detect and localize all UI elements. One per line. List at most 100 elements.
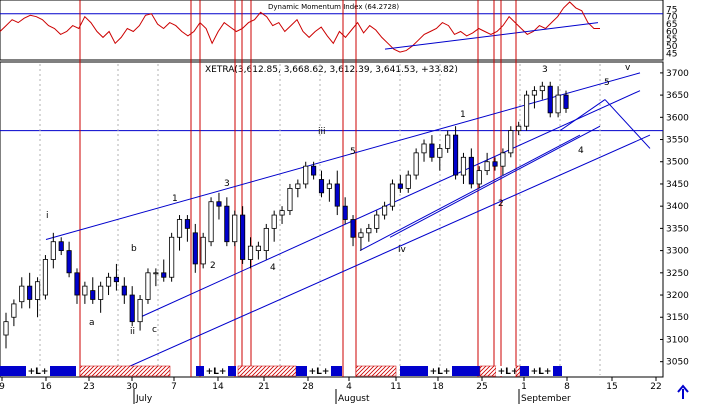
wave-label: 5 xyxy=(604,78,610,88)
candle-body xyxy=(240,214,246,260)
wave-label: ii xyxy=(130,327,135,337)
wave-label: iii xyxy=(318,127,326,137)
candle-body xyxy=(50,241,56,260)
candle xyxy=(476,166,482,189)
x-tick-label: 25 xyxy=(476,382,487,392)
indicator-series xyxy=(0,1,663,53)
candle xyxy=(121,277,127,304)
candle xyxy=(287,183,293,216)
wave-label: 2 xyxy=(498,199,504,209)
candle-body xyxy=(303,165,309,185)
candle xyxy=(98,281,104,313)
candle xyxy=(208,197,214,247)
candle-body xyxy=(192,232,198,265)
candle-body xyxy=(563,94,569,109)
candle-body xyxy=(200,236,206,265)
candle xyxy=(389,179,396,211)
trendline xyxy=(45,72,641,240)
x-tick-label: 7 xyxy=(171,382,177,392)
price-tick-label: 3650 xyxy=(666,91,689,101)
candle-body xyxy=(27,285,33,300)
candle-body xyxy=(492,161,498,167)
candle xyxy=(105,272,112,296)
regime-label-box xyxy=(307,366,331,376)
candle xyxy=(405,170,411,193)
candle-body xyxy=(429,143,435,158)
trendline xyxy=(359,134,581,252)
month-label: September xyxy=(521,394,571,404)
candle-body xyxy=(255,245,261,252)
candle xyxy=(216,192,222,220)
candle-body xyxy=(145,272,151,300)
candle xyxy=(279,206,285,224)
candle-body xyxy=(247,245,254,260)
x-tick-label: 28 xyxy=(302,382,314,392)
x-tick-label: 23 xyxy=(83,382,94,392)
candle-body xyxy=(476,170,482,185)
price-title: XETRA(3,612.85, 3,668.62, 3,612.39, 3,64… xyxy=(205,65,458,75)
candle-body xyxy=(460,156,467,176)
candle xyxy=(453,126,459,180)
scroll-up-arrow-icon[interactable] xyxy=(677,384,689,399)
candle xyxy=(161,259,167,282)
indicator-tick-label: 55 xyxy=(666,35,677,45)
price-tick-label: 3150 xyxy=(666,313,689,323)
candle-body xyxy=(334,183,340,207)
candle xyxy=(311,161,317,180)
regime-label-box xyxy=(204,366,228,376)
candle xyxy=(484,152,490,176)
candle-body xyxy=(326,183,332,189)
candle xyxy=(437,143,443,171)
candle xyxy=(382,201,388,220)
candle-body xyxy=(374,214,380,229)
price-panel: XETRA(3,612.85, 3,668.62, 3,612.39, 3,64… xyxy=(0,0,689,378)
month-label: July xyxy=(135,394,153,404)
candle-body xyxy=(539,85,545,92)
candle-body xyxy=(129,294,135,323)
candle-body xyxy=(82,285,88,296)
candle xyxy=(358,228,364,251)
regime-label: +L+ xyxy=(430,367,451,377)
candle xyxy=(342,197,348,224)
wave-label: 5 xyxy=(350,147,356,157)
candle xyxy=(176,215,183,251)
candle-body xyxy=(216,201,222,207)
candle-body xyxy=(153,272,159,275)
candle-body xyxy=(437,148,443,158)
candle-body xyxy=(137,299,143,323)
candle-body xyxy=(358,232,364,238)
indicator-tick-label: 50 xyxy=(666,42,678,52)
candle xyxy=(295,179,301,198)
regime-label: +L+ xyxy=(28,367,49,377)
candle-body xyxy=(105,276,112,287)
month-label: August xyxy=(338,394,370,404)
price-tick-label: 3100 xyxy=(666,335,689,345)
candle xyxy=(240,206,246,264)
candle xyxy=(90,277,96,304)
candle-body xyxy=(66,250,72,274)
candle xyxy=(247,237,254,269)
candle xyxy=(563,90,569,113)
regime-hatch-segment xyxy=(479,365,497,377)
regime-label-box xyxy=(428,366,452,376)
x-tick-label: 22 xyxy=(650,382,661,392)
candle-body xyxy=(311,165,317,176)
candle xyxy=(445,130,451,153)
candle-body xyxy=(161,272,167,278)
regime-label: +L+ xyxy=(531,367,552,377)
candle xyxy=(137,295,143,331)
x-tick-label: 16 xyxy=(40,382,52,392)
candle-body xyxy=(397,183,403,189)
candle-body xyxy=(176,219,183,238)
candle-body xyxy=(516,125,522,132)
wave-label: 3 xyxy=(224,179,230,189)
candle-body xyxy=(208,201,214,243)
candle-body xyxy=(389,183,396,207)
candle-body xyxy=(121,285,127,296)
price-tick-label: 3250 xyxy=(666,269,689,279)
candlesticks xyxy=(3,81,569,349)
candle xyxy=(263,223,269,260)
candle-body xyxy=(484,161,490,172)
